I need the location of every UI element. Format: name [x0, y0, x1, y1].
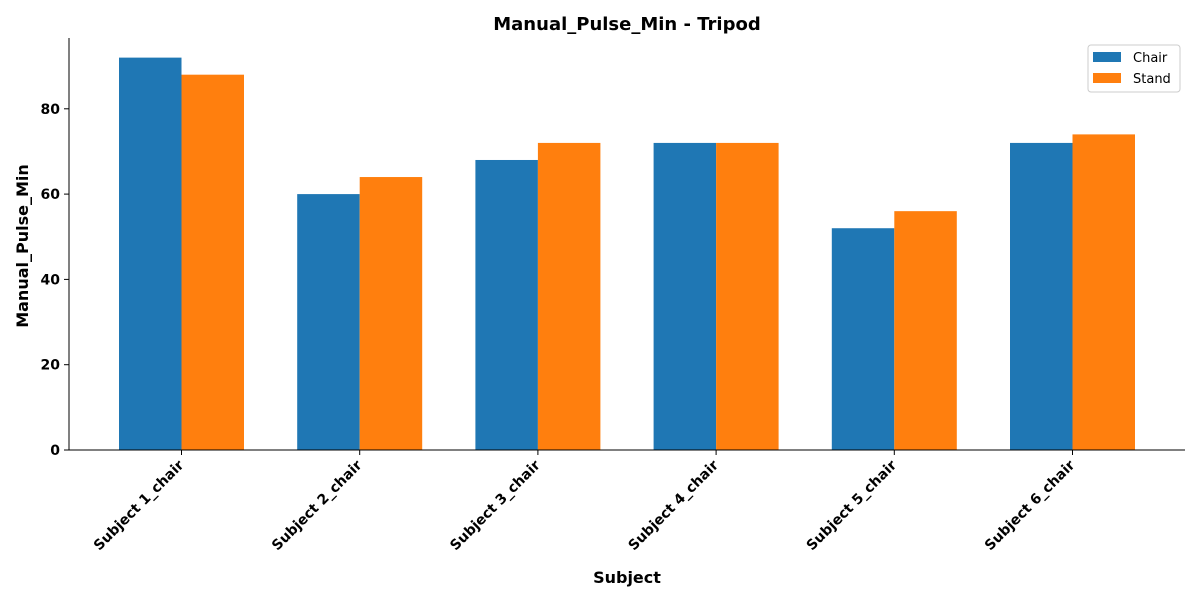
- y-axis-label: Manual_Pulse_Min: [13, 164, 32, 328]
- x-axis-label: Subject: [593, 568, 661, 587]
- x-axis-ticks: Subject 1_chair Subject 2_chair Subject 3_…: [91, 450, 1079, 554]
- x-tick-label: Subject 6_chair: [982, 457, 1079, 554]
- legend-swatch-stand: [1093, 73, 1121, 83]
- y-tick-label: 20: [41, 358, 61, 374]
- y-tick-label: 60: [41, 187, 61, 203]
- bar-stand-4: [716, 142, 779, 451]
- x-tick-label: Subject 4_chair: [625, 457, 722, 554]
- bar-stand-3: [537, 142, 601, 451]
- bar-chair-6: [1010, 142, 1073, 451]
- x-tick-label: Subject 2_chair: [269, 457, 366, 554]
- legend-swatch-chair: [1093, 52, 1121, 62]
- legend: Chair Stand: [1087, 44, 1181, 93]
- bar-chair-4: [653, 142, 717, 451]
- bar-stand-1: [181, 74, 244, 451]
- bar-chair-3: [475, 159, 538, 451]
- bar-chair-2: [297, 194, 360, 450]
- y-axis-ticks: 0 20 40 60 80: [41, 102, 69, 459]
- legend-label-stand: Stand: [1133, 72, 1171, 87]
- bar-stand-6: [1072, 134, 1135, 450]
- y-tick-label: 40: [41, 272, 61, 288]
- legend-label-chair: Chair: [1133, 51, 1168, 66]
- x-tick-label: Subject 1_chair: [91, 457, 188, 554]
- bar-stand-5: [894, 211, 957, 450]
- bar-stand-2: [359, 177, 423, 451]
- y-tick-label: 80: [41, 102, 61, 118]
- bar-chair-5: [831, 228, 895, 450]
- chart-title: Manual_Pulse_Min - Tripod: [493, 14, 761, 35]
- bar-chair-1: [119, 57, 182, 451]
- x-tick-label: Subject 3_chair: [447, 457, 544, 554]
- x-tick-label: Subject 5_chair: [804, 457, 901, 554]
- y-tick-label: 0: [50, 443, 60, 459]
- plot-area: [119, 57, 1135, 451]
